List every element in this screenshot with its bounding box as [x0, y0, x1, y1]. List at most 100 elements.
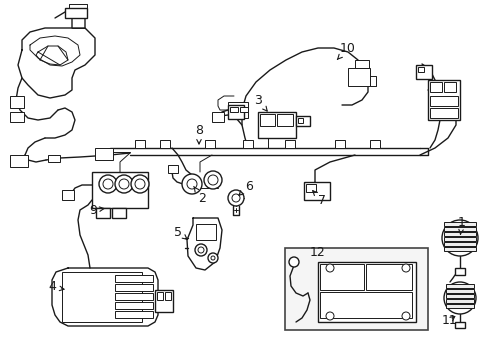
Bar	[317, 262, 415, 322]
Bar	[285, 140, 294, 148]
Bar	[285, 248, 427, 330]
Bar	[445, 284, 473, 288]
Bar	[429, 96, 457, 106]
Circle shape	[231, 194, 240, 202]
Bar	[429, 82, 441, 92]
Bar	[92, 172, 148, 208]
Text: 7: 7	[312, 191, 325, 207]
Bar	[319, 264, 363, 290]
Circle shape	[401, 264, 409, 272]
Bar	[65, 8, 87, 18]
Bar	[115, 293, 153, 300]
Bar	[115, 275, 153, 282]
Text: 10: 10	[337, 41, 355, 59]
Bar	[227, 102, 247, 118]
Bar	[443, 227, 475, 231]
Bar	[258, 112, 295, 138]
Circle shape	[210, 256, 215, 260]
Bar	[229, 107, 238, 112]
Bar	[115, 311, 153, 318]
Bar	[260, 114, 274, 126]
Circle shape	[325, 264, 333, 272]
Circle shape	[198, 247, 203, 253]
Circle shape	[195, 244, 206, 256]
Circle shape	[115, 175, 133, 193]
Text: 6: 6	[239, 180, 252, 195]
Bar	[155, 290, 173, 312]
Bar	[196, 224, 216, 240]
Bar	[443, 247, 475, 251]
Bar	[347, 68, 369, 86]
Bar	[95, 148, 113, 160]
Circle shape	[207, 253, 218, 263]
Bar	[164, 292, 171, 300]
Bar	[62, 190, 74, 200]
Text: 2: 2	[193, 186, 205, 204]
Text: 4: 4	[48, 280, 64, 293]
Bar	[369, 140, 379, 148]
Bar	[276, 114, 292, 126]
Bar	[454, 322, 464, 328]
Bar	[454, 268, 464, 275]
Text: 8: 8	[195, 123, 203, 144]
Bar	[443, 222, 475, 226]
Bar	[227, 105, 244, 119]
Bar	[445, 294, 473, 298]
Circle shape	[325, 312, 333, 320]
Bar	[297, 118, 303, 123]
Bar	[10, 155, 28, 167]
Bar	[354, 60, 368, 68]
Bar	[445, 289, 473, 293]
Circle shape	[119, 179, 129, 189]
Bar	[319, 292, 411, 318]
Bar	[415, 65, 431, 79]
Bar	[160, 140, 170, 148]
Bar	[48, 155, 60, 162]
Bar	[445, 299, 473, 303]
Bar	[212, 112, 224, 122]
Bar	[427, 80, 459, 120]
Bar	[305, 184, 315, 192]
Circle shape	[135, 179, 145, 189]
Bar	[417, 67, 423, 72]
Text: 5: 5	[174, 225, 187, 239]
Bar	[157, 292, 163, 300]
Circle shape	[182, 174, 202, 194]
Circle shape	[441, 220, 477, 256]
Circle shape	[186, 179, 197, 189]
Bar	[96, 208, 110, 218]
Text: 3: 3	[254, 94, 266, 111]
Circle shape	[103, 179, 113, 189]
Bar	[10, 96, 24, 108]
Bar	[334, 140, 345, 148]
Bar	[443, 82, 455, 92]
Bar	[135, 140, 145, 148]
Bar	[240, 107, 247, 112]
Circle shape	[401, 312, 409, 320]
Bar	[115, 284, 153, 291]
Circle shape	[203, 171, 222, 189]
Circle shape	[131, 175, 149, 193]
Text: 11: 11	[441, 314, 457, 327]
Bar	[443, 242, 475, 246]
Circle shape	[99, 175, 117, 193]
Bar	[295, 116, 309, 126]
Circle shape	[227, 190, 244, 206]
Bar	[62, 272, 142, 322]
Bar	[365, 264, 411, 290]
Bar	[204, 140, 215, 148]
Text: 9: 9	[89, 203, 104, 216]
Circle shape	[288, 257, 298, 267]
Text: 12: 12	[309, 246, 325, 258]
Bar	[304, 182, 329, 200]
Bar	[443, 232, 475, 236]
Bar	[168, 165, 178, 173]
Bar	[443, 237, 475, 241]
Bar	[445, 304, 473, 308]
Bar	[10, 112, 24, 122]
Circle shape	[207, 175, 218, 185]
Text: 1: 1	[457, 216, 465, 234]
Bar	[243, 140, 252, 148]
Bar	[112, 208, 126, 218]
Bar	[429, 108, 457, 118]
